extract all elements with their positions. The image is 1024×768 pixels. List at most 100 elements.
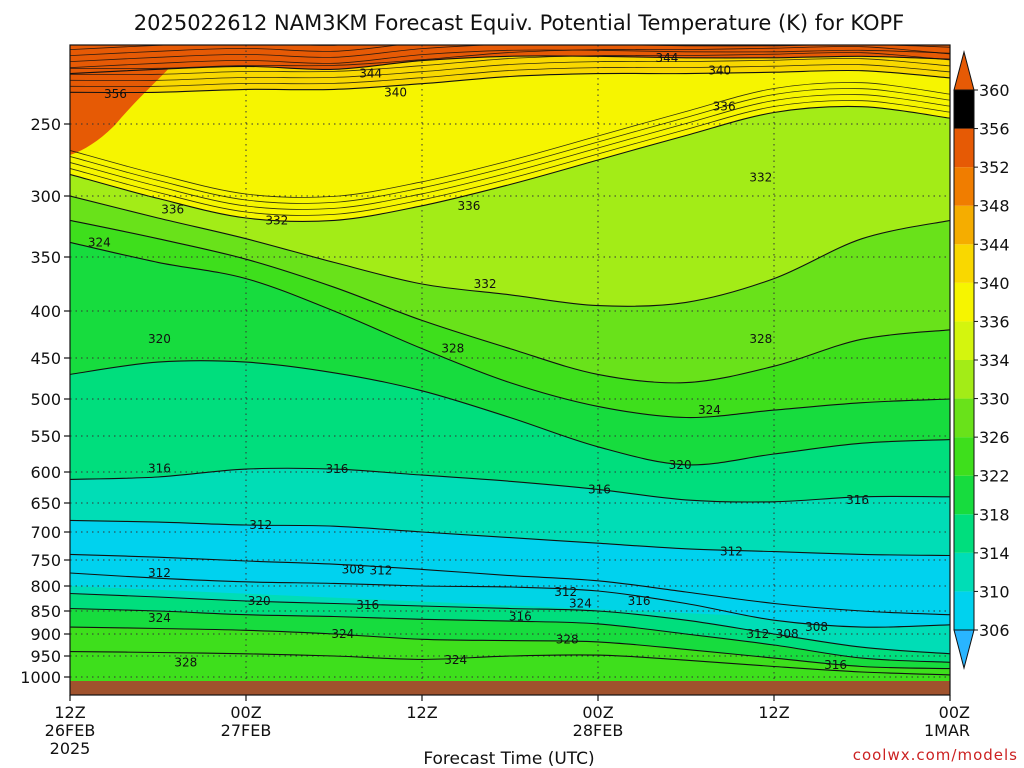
- colorbar-segment-336: [954, 282, 974, 322]
- y-tick-label-700: 700: [30, 523, 61, 542]
- contour-label-20: 316: [846, 493, 869, 507]
- x-tick-label-0-2: 2025: [50, 739, 91, 758]
- contour-label-24: 308: [342, 562, 365, 576]
- contour-label-22: 312: [720, 545, 743, 559]
- y-tick-label-400: 400: [30, 302, 61, 321]
- contour-dense-344-1: [70, 49, 950, 68]
- contour-dense-336-2: [70, 94, 950, 210]
- contour-label-12: 328: [441, 342, 464, 356]
- y-tick-label-950: 950: [30, 647, 61, 666]
- x-tick-label-0-1: 26FEB: [45, 721, 96, 740]
- contour-label-3: 344: [655, 51, 678, 65]
- x-tick-label-36-1: 28FEB: [573, 721, 624, 740]
- contour-label-27: 316: [356, 598, 379, 612]
- y-tick-label-600: 600: [30, 463, 61, 482]
- contour-label-37: 308: [805, 620, 828, 634]
- colorbar-label-360: 360: [979, 81, 1010, 100]
- contour-label-16: 316: [148, 461, 171, 475]
- contour-label-36: 328: [174, 655, 197, 669]
- y-tick-label-1000: 1000: [20, 668, 61, 687]
- contour-label-35: 324: [444, 653, 467, 667]
- contour-label-9: 332: [749, 170, 772, 184]
- colorbar-label-336: 336: [979, 312, 1010, 331]
- contour-324: [70, 626, 950, 670]
- contour-label-28: 312: [554, 585, 577, 599]
- contour-label-15: 324: [698, 403, 721, 417]
- contour-dense-344-3: [70, 45, 402, 56]
- contour-label-13: 328: [749, 332, 772, 346]
- x-tick-label-12-1: 27FEB: [221, 721, 272, 740]
- y-axis-pressure-ticks: 250 300 350 400 450 500 550 600 650 700 750 800 850 9…: [20, 115, 70, 687]
- colorbar-lower-arrow: [953, 629, 975, 670]
- contour-label-34: 328: [556, 632, 579, 646]
- contour-lines: [70, 45, 950, 676]
- colorbar-segment-314: [954, 514, 974, 553]
- y-tick-label-850: 850: [30, 602, 61, 621]
- x-tick-label-12-0: 00Z: [230, 703, 261, 722]
- ground-below-surface: [70, 681, 950, 695]
- y-tick-label-550: 550: [30, 427, 61, 446]
- colorbar-label-314: 314: [979, 544, 1010, 563]
- contour-320: [70, 360, 950, 466]
- x-tick-label-0-0: 12Z: [54, 703, 85, 722]
- y-tick-label-900: 900: [30, 625, 61, 644]
- colorbar-segment-322: [954, 437, 974, 476]
- filled-contour-bands: [70, 45, 950, 695]
- contour-332: [70, 195, 950, 307]
- colorbar: 306 310 314 318 322 326 330 334 336 340 344 348 352 3…: [953, 50, 1010, 670]
- contour-label-8: 336: [457, 199, 480, 213]
- contour-312: [70, 572, 950, 628]
- colorbar-upper-arrow: [953, 50, 975, 91]
- colorbar-label-334: 334: [979, 351, 1010, 370]
- colorbar-segment-306: [954, 591, 974, 630]
- colorbar-segment-348: [954, 167, 974, 206]
- contour-label-40: 316: [824, 658, 847, 672]
- colorbar-label-322: 322: [979, 467, 1010, 486]
- contour-label-39: 308: [776, 627, 799, 641]
- contour-label-25: 312: [369, 563, 392, 577]
- contour-label-29: 324: [569, 597, 592, 611]
- colorbar-label-310: 310: [979, 582, 1010, 601]
- contour-label-6: 336: [161, 202, 184, 216]
- y-tick-label-500: 500: [30, 390, 61, 409]
- y-tick-label-300: 300: [30, 187, 61, 206]
- y-tick-label-450: 450: [30, 349, 61, 368]
- colorbar-segment-352: [954, 128, 974, 168]
- colorbar-segment-334: [954, 321, 974, 360]
- colorbar-segment-318: [954, 475, 974, 515]
- contour-label-0: 356: [104, 87, 127, 101]
- colorbar-label-344: 344: [979, 235, 1010, 254]
- x-tick-label-24-0: 12Z: [406, 703, 437, 722]
- contour-label-17: 316: [325, 462, 348, 476]
- plot-frame: [69, 44, 951, 696]
- x-tick-label-48-0: 12Z: [758, 703, 789, 722]
- contour-label-19: 316: [588, 482, 611, 496]
- x-tick-label-36-0: 00Z: [582, 703, 613, 722]
- contour-308: [70, 553, 950, 616]
- chart-title: 2025022612 NAM3KM Forecast Equiv. Potent…: [134, 11, 904, 35]
- contour-336: [70, 105, 950, 223]
- contour-label-33: 324: [331, 627, 354, 641]
- y-tick-label-650: 650: [30, 494, 61, 513]
- contour-328: [70, 651, 950, 676]
- contour-340: [70, 69, 950, 94]
- contour-328: [70, 219, 950, 384]
- contour-344: [70, 55, 950, 75]
- colorbar-label-306: 306: [979, 621, 1010, 640]
- x-tick-label-60-1: 1MAR: [924, 721, 970, 740]
- colorbar-label-352: 352: [979, 158, 1010, 177]
- x-tick-label-60-0: 00Z: [939, 703, 970, 722]
- contour-316: [70, 592, 950, 655]
- contour-label-2: 340: [384, 85, 407, 99]
- colorbar-segment-310: [954, 552, 974, 592]
- colorbar-label-356: 356: [979, 120, 1010, 139]
- contour-dense-340-2: [70, 58, 950, 81]
- colorbar-segment-356: [954, 90, 974, 129]
- contour-316: [70, 467, 950, 503]
- contour-dense-336-3: [70, 88, 950, 204]
- colorbar-segment-326: [954, 398, 974, 438]
- colorbar-label-340: 340: [979, 274, 1010, 293]
- contour-label-1: 344: [359, 67, 382, 81]
